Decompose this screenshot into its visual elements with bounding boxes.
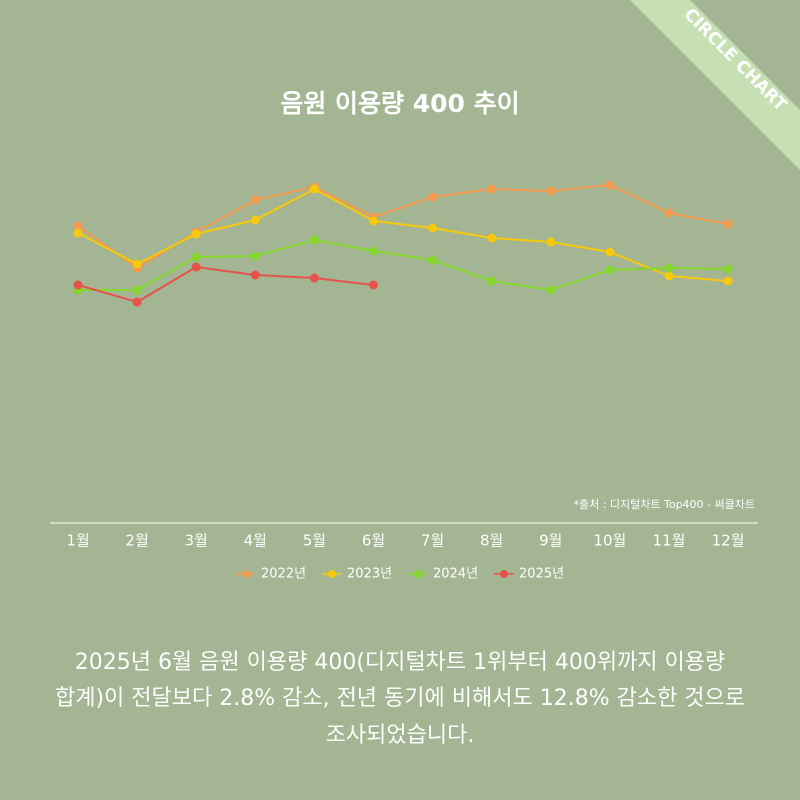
- legend-label: 2022년: [261, 567, 306, 582]
- point: [369, 280, 378, 290]
- point: [605, 180, 615, 190]
- caption-line: 조사되었습니다.: [326, 723, 475, 748]
- point: [309, 184, 319, 194]
- series-line: [77, 265, 374, 304]
- x-tick-label: 2월: [125, 532, 148, 550]
- point: [309, 273, 319, 283]
- point: [250, 270, 260, 280]
- point: [132, 297, 142, 307]
- point: [546, 237, 556, 247]
- x-tick-label: 7월: [421, 532, 444, 550]
- x-tick-label: 1월: [66, 532, 89, 550]
- legend-label: 2023년: [347, 567, 392, 582]
- point: [605, 247, 615, 257]
- point: [309, 235, 319, 245]
- point: [132, 285, 142, 295]
- point: [605, 265, 615, 275]
- x-tick-label: 9월: [539, 532, 562, 550]
- legend-dot: [500, 570, 508, 578]
- point: [73, 280, 83, 290]
- legend-dot: [328, 570, 336, 578]
- point: [487, 233, 497, 243]
- point: [73, 221, 83, 231]
- point: [487, 184, 497, 194]
- point: [664, 263, 674, 273]
- chart-title: 음원 이용량 400 추이: [280, 89, 519, 118]
- series-line: [78, 238, 729, 292]
- x-tick-label: 12월: [712, 532, 745, 550]
- x-tick-label: 10월: [593, 532, 626, 550]
- caption-line: 2025년 6월 음원 이용량 400(디지털차트 1위부터 400위까지 이용…: [75, 650, 726, 675]
- point: [546, 186, 556, 196]
- point: [664, 208, 674, 218]
- point: [723, 264, 733, 274]
- x-tick-label: 8월: [480, 532, 503, 550]
- point: [369, 246, 378, 256]
- point: [191, 252, 201, 262]
- point: [191, 262, 201, 272]
- point: [723, 219, 733, 229]
- point: [73, 228, 83, 238]
- point: [132, 259, 142, 269]
- point: [369, 216, 378, 226]
- point: [664, 271, 674, 281]
- source-note: *출처 : 디지털차트 Top400 - 써클차트: [573, 498, 755, 511]
- point: [250, 215, 260, 225]
- caption-line: 합계)이 전달보다 2.8% 감소, 전년 동기에 비해서도 12.8% 감소한…: [55, 686, 745, 711]
- x-tick-label: 5월: [303, 532, 326, 550]
- point: [191, 229, 201, 239]
- point: [428, 255, 438, 265]
- x-tick-label: 6월: [362, 532, 385, 550]
- point: [546, 285, 556, 295]
- point: [428, 223, 438, 233]
- legend-label: 2024년: [433, 567, 478, 582]
- x-tick-label: 4월: [244, 532, 267, 550]
- series-line: [77, 187, 729, 282]
- brand-ribbon: CIRCLE CHART: [630, 0, 800, 170]
- x-tick-label: 11월: [653, 532, 686, 550]
- x-tick-label: 3월: [185, 532, 208, 550]
- point: [250, 195, 260, 205]
- legend-dot: [242, 570, 250, 578]
- point: [723, 276, 733, 286]
- point: [250, 251, 260, 261]
- legend-label: 2025년: [519, 567, 564, 582]
- ribbon: [630, 0, 800, 170]
- point: [428, 192, 438, 202]
- point: [487, 276, 497, 286]
- legend-dot: [414, 570, 422, 578]
